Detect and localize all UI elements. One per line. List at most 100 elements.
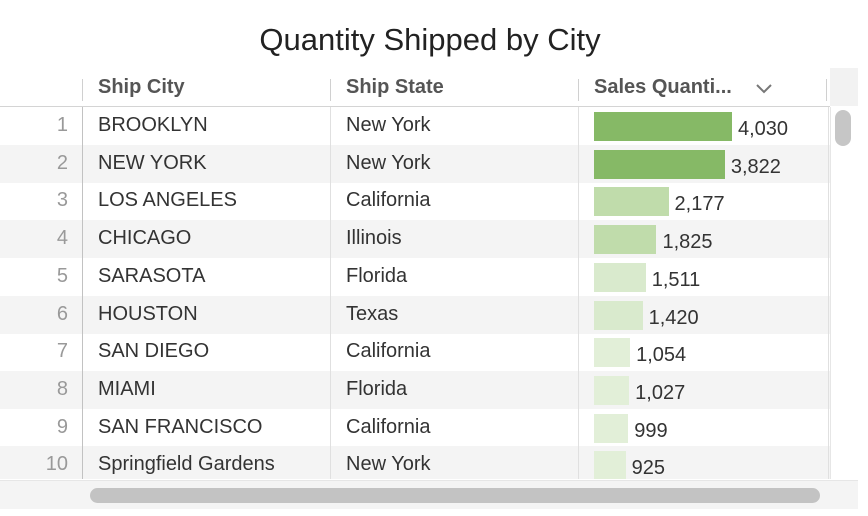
table-row[interactable]: 4 CHICAGO Illinois 1,825 bbox=[0, 220, 830, 259]
row-divider bbox=[82, 295, 83, 334]
column-divider bbox=[828, 182, 829, 221]
vertical-scrollbar-thumb[interactable] bbox=[835, 110, 851, 146]
column-divider bbox=[330, 144, 331, 183]
column-divider bbox=[330, 257, 331, 296]
quantity-label: 2,177 bbox=[674, 193, 725, 216]
quantity-label: 1,825 bbox=[662, 231, 713, 254]
cell-ship-state: New York bbox=[346, 114, 431, 136]
table-row[interactable]: 2 NEW YORK New York 3,822 bbox=[0, 144, 830, 183]
column-divider bbox=[578, 446, 579, 479]
scrollbar-corner bbox=[830, 68, 858, 106]
cell-ship-state: California bbox=[346, 415, 431, 438]
row-divider bbox=[82, 446, 83, 479]
table-header: Ship City Ship State Sales Quanti... bbox=[0, 68, 830, 107]
column-divider bbox=[828, 446, 829, 479]
column-separator[interactable] bbox=[82, 79, 83, 101]
table-row[interactable]: 3 LOS ANGELES California 2,177 bbox=[0, 182, 830, 221]
quantity-bar[interactable] bbox=[594, 149, 725, 179]
column-divider bbox=[330, 333, 331, 372]
column-divider bbox=[330, 446, 331, 479]
row-index: 5 bbox=[56, 264, 68, 287]
row-index: 8 bbox=[56, 377, 68, 400]
column-divider bbox=[828, 257, 829, 296]
column-divider bbox=[330, 370, 331, 409]
table-row[interactable]: 1 BROOKLYN New York 4,030 bbox=[0, 107, 830, 145]
quantity-bar[interactable] bbox=[594, 112, 732, 141]
column-divider bbox=[828, 107, 829, 145]
column-divider bbox=[330, 182, 331, 221]
quantity-bar[interactable] bbox=[594, 225, 657, 255]
cell-ship-state: Florida bbox=[346, 377, 408, 400]
cell-ship-state: California bbox=[346, 340, 431, 363]
row-divider bbox=[82, 220, 83, 259]
column-divider bbox=[828, 370, 829, 409]
quantity-label: 1,420 bbox=[648, 306, 699, 329]
chevron-down-icon[interactable] bbox=[754, 80, 774, 96]
row-divider bbox=[82, 257, 83, 296]
column-divider bbox=[828, 333, 829, 372]
table-row[interactable]: 8 MIAMI Florida 1,027 bbox=[0, 370, 830, 409]
quantity-label: 4,030 bbox=[738, 118, 789, 140]
row-index: 10 bbox=[45, 453, 68, 476]
quantity-bar[interactable] bbox=[594, 300, 643, 330]
quantity-bar[interactable] bbox=[594, 451, 626, 479]
quantity-label: 925 bbox=[631, 457, 666, 479]
column-divider bbox=[330, 220, 331, 259]
cell-ship-state: New York bbox=[346, 151, 431, 174]
cell-ship-city: MIAMI bbox=[98, 377, 156, 400]
quantity-label: 1,511 bbox=[651, 268, 701, 291]
column-divider bbox=[828, 220, 829, 259]
cell-ship-state: California bbox=[346, 189, 431, 212]
row-index: 2 bbox=[56, 151, 68, 174]
column-header-ship-state[interactable]: Ship State bbox=[346, 76, 444, 98]
column-header-ship-city[interactable]: Ship City bbox=[98, 76, 185, 98]
row-divider bbox=[82, 182, 83, 221]
row-index: 3 bbox=[56, 189, 68, 212]
row-index: 7 bbox=[56, 340, 68, 363]
cell-ship-state: New York bbox=[346, 453, 431, 476]
column-divider bbox=[828, 144, 829, 183]
table-row[interactable]: 10 Springfield Gardens New York 925 bbox=[0, 446, 830, 479]
cell-ship-city: NEW YORK bbox=[98, 151, 207, 174]
column-header-sales-quantity[interactable]: Sales Quanti... bbox=[594, 76, 732, 98]
cell-ship-state: Texas bbox=[346, 302, 399, 325]
cell-ship-city: LOS ANGELES bbox=[98, 189, 237, 212]
table-row[interactable]: 5 SARASOTA Florida 1,511 bbox=[0, 257, 830, 296]
table-row[interactable]: 7 SAN DIEGO California 1,054 bbox=[0, 333, 830, 372]
data-table: Ship City Ship State Sales Quanti... 1 BR… bbox=[0, 68, 860, 509]
cell-ship-state: Illinois bbox=[346, 227, 402, 250]
table-row[interactable]: 6 HOUSTON Texas 1,420 bbox=[0, 295, 830, 334]
table-row[interactable]: 9 SAN FRANCISCO California 999 bbox=[0, 408, 830, 447]
chart-title: Quantity Shipped by City bbox=[259, 22, 601, 57]
column-divider bbox=[578, 182, 579, 221]
quantity-bar[interactable] bbox=[594, 338, 631, 368]
quantity-bar[interactable] bbox=[594, 262, 646, 292]
row-divider bbox=[82, 370, 83, 409]
column-divider bbox=[828, 295, 829, 334]
cell-ship-city: SARASOTA bbox=[98, 264, 206, 287]
quantity-label: 1,054 bbox=[636, 344, 687, 367]
column-divider bbox=[330, 295, 331, 334]
quantity-bar[interactable] bbox=[594, 413, 629, 443]
vertical-scrollbar[interactable] bbox=[830, 107, 859, 479]
quantity-bar[interactable] bbox=[594, 375, 630, 405]
row-divider bbox=[82, 333, 83, 372]
column-divider bbox=[330, 107, 331, 145]
cell-ship-city: BROOKLYN bbox=[98, 114, 208, 136]
cell-ship-city: SAN FRANCISCO bbox=[98, 415, 263, 438]
quantity-bar[interactable] bbox=[594, 187, 669, 217]
row-divider bbox=[82, 144, 83, 183]
column-divider bbox=[578, 333, 579, 372]
cell-ship-city: HOUSTON bbox=[98, 302, 198, 325]
column-divider bbox=[578, 295, 579, 334]
horizontal-scrollbar-thumb[interactable] bbox=[90, 488, 820, 503]
column-separator[interactable] bbox=[826, 79, 827, 101]
quantity-label: 1,027 bbox=[635, 381, 686, 404]
cell-ship-state: Florida bbox=[346, 264, 408, 287]
column-separator[interactable] bbox=[578, 79, 579, 101]
cell-ship-city: SAN DIEGO bbox=[98, 340, 210, 363]
row-index: 4 bbox=[56, 227, 68, 250]
column-separator[interactable] bbox=[330, 79, 331, 101]
quantity-label: 3,822 bbox=[730, 155, 781, 178]
table-body: 1 BROOKLYN New York 4,030 2 NEW YORK New York 3… bbox=[0, 107, 830, 479]
